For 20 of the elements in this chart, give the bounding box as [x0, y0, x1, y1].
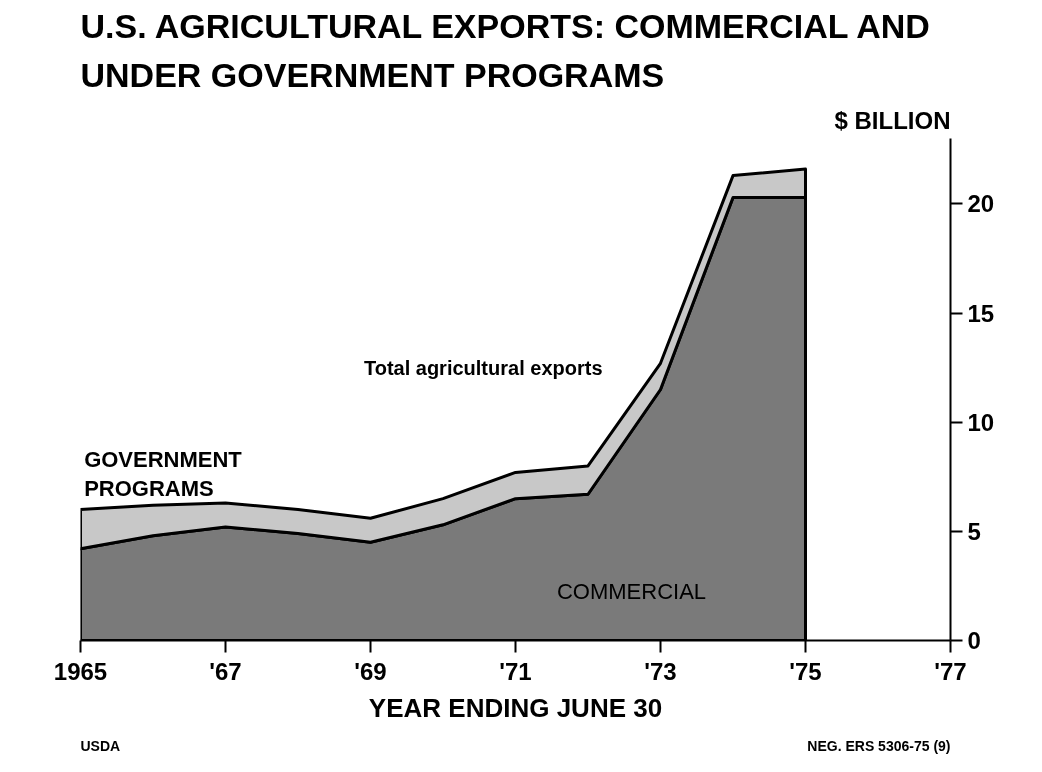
- x-tick-label: '73: [644, 657, 677, 685]
- x-tick-label: '77: [934, 657, 967, 685]
- series-label: GOVERNMENT PROGRAMS: [84, 447, 243, 501]
- series-label: COMMERCIAL: [556, 578, 707, 604]
- annotation: Total agricultural exports: [363, 356, 603, 379]
- x-tick-label: '69: [354, 657, 387, 685]
- x-tick-label: '67: [209, 657, 242, 685]
- y-tick-label: 5: [967, 517, 981, 545]
- x-axis-title: YEAR ENDING JUNE 30: [368, 692, 663, 723]
- x-tick-label: 1965: [53, 657, 108, 685]
- chart-title: U.S. AGRICULTURAL EXPORTS: COMMERCIAL AND UNDER GOVERNMENT PROGRAMS: [80, 7, 930, 95]
- x-tick-label: '75: [789, 657, 822, 685]
- y-axis-title: $ BILLION: [834, 106, 951, 134]
- text: NEG. ERS 5306-75 (9): [807, 737, 951, 754]
- y-tick-label: 20: [967, 190, 995, 218]
- x-tick-label: '71: [499, 657, 532, 685]
- y-tick-label: 10: [967, 408, 995, 436]
- y-tick-label: 0: [967, 627, 981, 654]
- y-tick-label: 15: [967, 299, 995, 327]
- text: USDA: [80, 737, 121, 754]
